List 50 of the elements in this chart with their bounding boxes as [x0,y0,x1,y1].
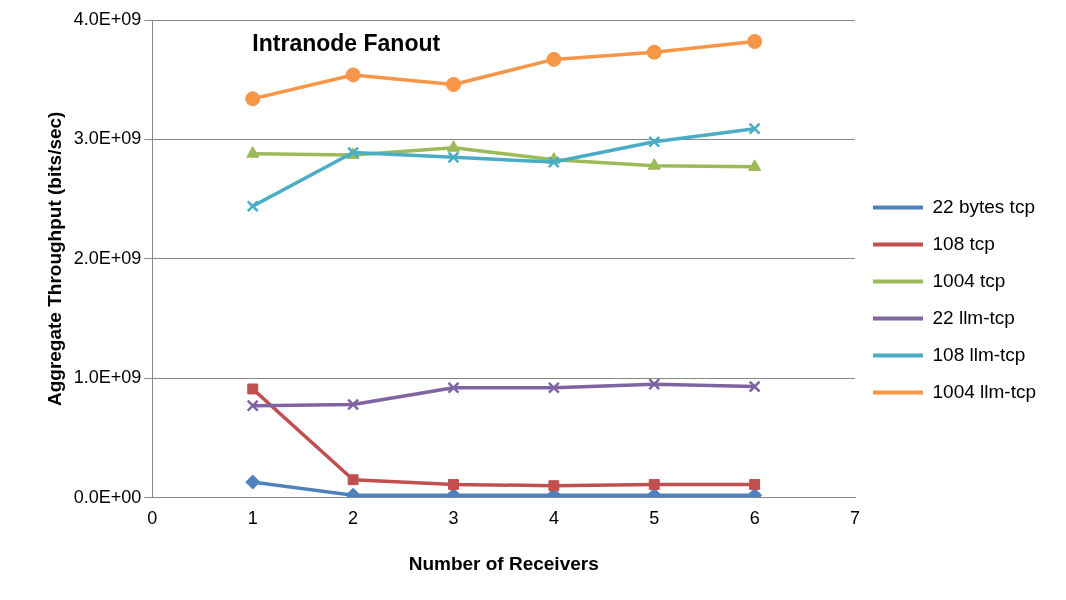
legend-label: 22 llm-tcp [932,306,1015,328]
point [648,479,660,490]
point [648,377,661,391]
x-tick-label: 2 [348,508,359,529]
point [546,51,562,67]
point [547,381,561,394]
point [447,381,460,394]
legend-label: 22 bytes tcp [932,195,1035,217]
text: Intranode Fanout [252,30,441,57]
point [246,399,259,412]
point [346,398,360,411]
point [748,159,762,171]
point [246,200,259,213]
point [747,33,763,49]
point [748,122,761,135]
legend-label: 108 tcp [932,232,995,254]
legend-label: 1004 llm-tcp [932,380,1037,402]
point [448,479,459,490]
point [547,155,561,169]
x-tick-label: 6 [749,508,760,529]
legend-label: 108 llm-tcp [932,343,1026,365]
x-tick-label: 7 [850,508,861,529]
x-tick-label: 5 [649,508,660,529]
point [347,474,359,486]
point [647,158,661,170]
x-axis-title: Number of Receivers [408,552,599,574]
point [246,146,260,158]
point [648,135,661,148]
point [247,383,259,395]
point [749,479,761,490]
y-tick-label: 0.0E+00 [73,486,142,507]
point [447,151,460,164]
y-axis-title: Aggregate Throughput (bits/sec) [43,111,65,407]
legend-label: 1004 tcp [932,269,1006,291]
x-tick-label: 0 [147,508,158,529]
y-tick-label: 1.0E+09 [73,367,142,388]
point [245,474,261,490]
point [646,44,662,60]
point [446,76,461,92]
point [446,140,461,152]
point [748,380,761,393]
point [548,480,560,492]
point [245,91,261,107]
y-tick-label: 3.0E+09 [73,128,142,149]
point [345,67,361,83]
y-tick-label: 2.0E+09 [73,247,142,268]
x-tick-label: 4 [548,508,559,529]
x-tick-label: 1 [247,508,258,529]
x-tick-label: 3 [448,508,459,529]
y-tick-label: 4.0E+09 [73,8,142,29]
